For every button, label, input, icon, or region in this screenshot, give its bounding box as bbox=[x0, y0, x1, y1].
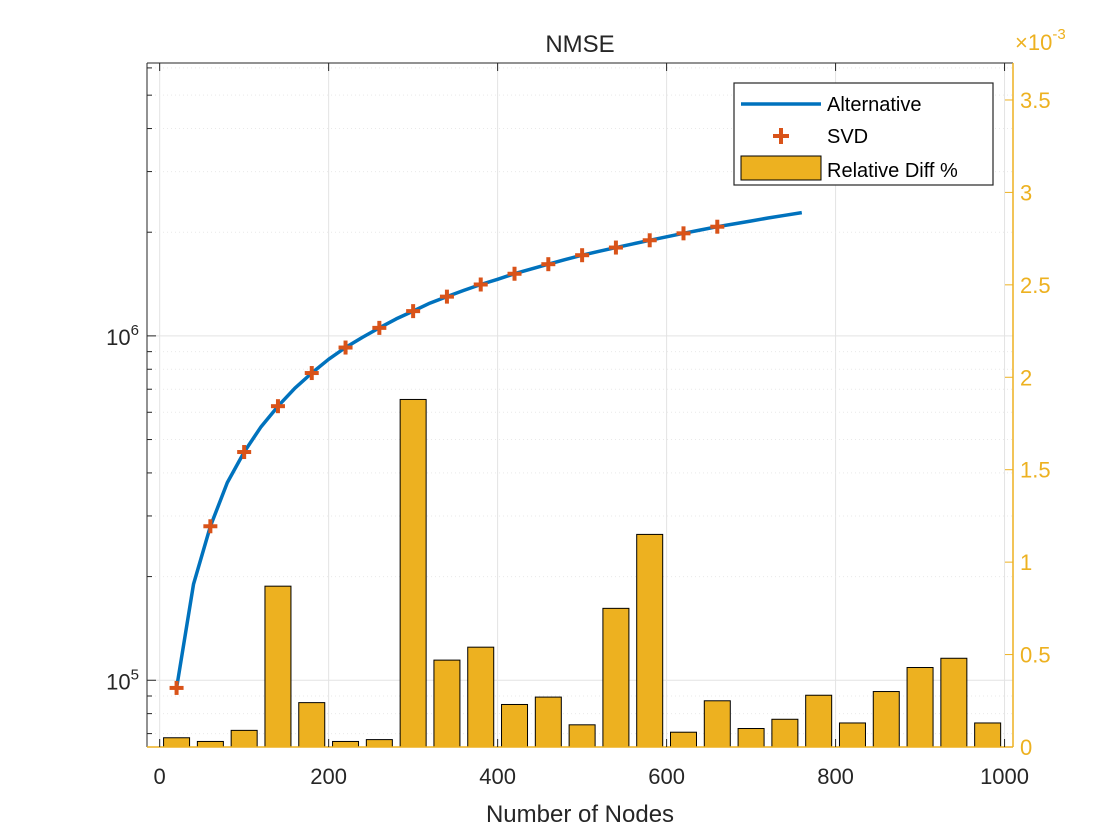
axes bbox=[146, 62, 1014, 748]
right-axis-multiplier-label: ×10-3 bbox=[1015, 26, 1066, 55]
y-right-tick-label: 3.5 bbox=[1020, 88, 1051, 113]
x-tick-label: 0 bbox=[154, 764, 166, 789]
relative-diff-bar bbox=[602, 607, 630, 748]
relative-diff-bar bbox=[669, 731, 697, 748]
svd-marker bbox=[270, 399, 285, 414]
svd-marker bbox=[676, 226, 691, 241]
x-tick-label: 400 bbox=[479, 764, 516, 789]
relative-diff-bar bbox=[399, 398, 427, 748]
legend-svd-swatch bbox=[773, 128, 789, 144]
y-right-tick-label: 0 bbox=[1020, 735, 1032, 760]
svd-series bbox=[169, 219, 725, 695]
relative-diff-bar bbox=[568, 724, 596, 748]
svd-marker bbox=[608, 240, 623, 255]
relative-diff-bar bbox=[332, 740, 360, 748]
relative-diff-bars bbox=[163, 398, 1002, 748]
relative-diff-bar bbox=[805, 694, 833, 748]
x-axis-label: Number of Nodes bbox=[486, 801, 674, 828]
relative-diff-bar bbox=[703, 700, 731, 748]
x-tick-label: 200 bbox=[310, 764, 347, 789]
svd-marker bbox=[304, 366, 319, 381]
relative-diff-bar bbox=[940, 657, 968, 748]
alternative-series bbox=[174, 210, 803, 689]
legend-relative-diff-label: Relative Diff % bbox=[827, 160, 958, 182]
legend-relative-diff-swatch bbox=[740, 155, 822, 181]
relative-diff-bar bbox=[737, 728, 765, 748]
relative-diff-bar bbox=[974, 722, 1002, 748]
relative-diff-bar bbox=[771, 718, 799, 748]
svd-marker bbox=[237, 445, 252, 460]
legend-alternative-label: Alternative bbox=[827, 94, 922, 116]
y-right-tick-label: 0.5 bbox=[1020, 643, 1051, 668]
svd-marker bbox=[439, 289, 454, 304]
svd-marker bbox=[169, 680, 184, 695]
legend-svd-label: SVD bbox=[827, 126, 868, 148]
y-right-tick-label: 1.5 bbox=[1020, 458, 1051, 483]
relative-diff-bar bbox=[636, 533, 664, 748]
relative-diff-bar bbox=[365, 739, 393, 748]
svd-marker bbox=[473, 277, 488, 292]
svd-marker bbox=[372, 320, 387, 335]
chart-title: NMSE bbox=[545, 31, 614, 58]
x-tick-label: 600 bbox=[648, 764, 685, 789]
relative-diff-bar bbox=[906, 667, 934, 748]
relative-diff-bar bbox=[230, 729, 258, 748]
y-left-tick-label: 106 bbox=[106, 322, 139, 350]
relative-diff-bar bbox=[433, 659, 461, 748]
svd-marker bbox=[541, 257, 556, 272]
y-right-tick-label: 1 bbox=[1020, 550, 1032, 575]
relative-diff-bar bbox=[264, 585, 292, 748]
relative-diff-bar bbox=[872, 691, 900, 748]
relative-diff-bar bbox=[298, 702, 326, 748]
svd-marker bbox=[710, 219, 725, 234]
x-tick-label: 800 bbox=[817, 764, 854, 789]
relative-diff-bar bbox=[534, 696, 562, 748]
relative-diff-bar bbox=[838, 722, 866, 748]
tick-labels: 0 200 400 600 800 1000 105 106 0 0.5 1 1.5 2 2.5 3 3.5 bbox=[106, 88, 1050, 789]
relative-diff-bar bbox=[467, 646, 495, 748]
svd-marker bbox=[338, 340, 353, 355]
alternative-line bbox=[174, 210, 803, 689]
svd-marker bbox=[203, 519, 218, 534]
svd-marker bbox=[642, 233, 657, 248]
svd-marker bbox=[406, 304, 421, 319]
y-right-tick-label: 2 bbox=[1020, 365, 1032, 390]
y-right-tick-label: 2.5 bbox=[1020, 273, 1051, 298]
relative-diff-bar bbox=[501, 703, 529, 748]
svd-marker bbox=[575, 248, 590, 263]
right-axis-multiplier: ×10-3 bbox=[1015, 26, 1066, 55]
relative-diff-bar bbox=[196, 740, 224, 748]
x-tick-label: 1000 bbox=[980, 764, 1029, 789]
y-right-tick-label: 3 bbox=[1020, 180, 1032, 205]
svd-marker bbox=[507, 266, 522, 281]
relative-diff-bar bbox=[163, 737, 191, 748]
legend: Alternative SVD Relative Diff % bbox=[733, 82, 994, 186]
y-left-tick-label: 105 bbox=[106, 666, 139, 694]
